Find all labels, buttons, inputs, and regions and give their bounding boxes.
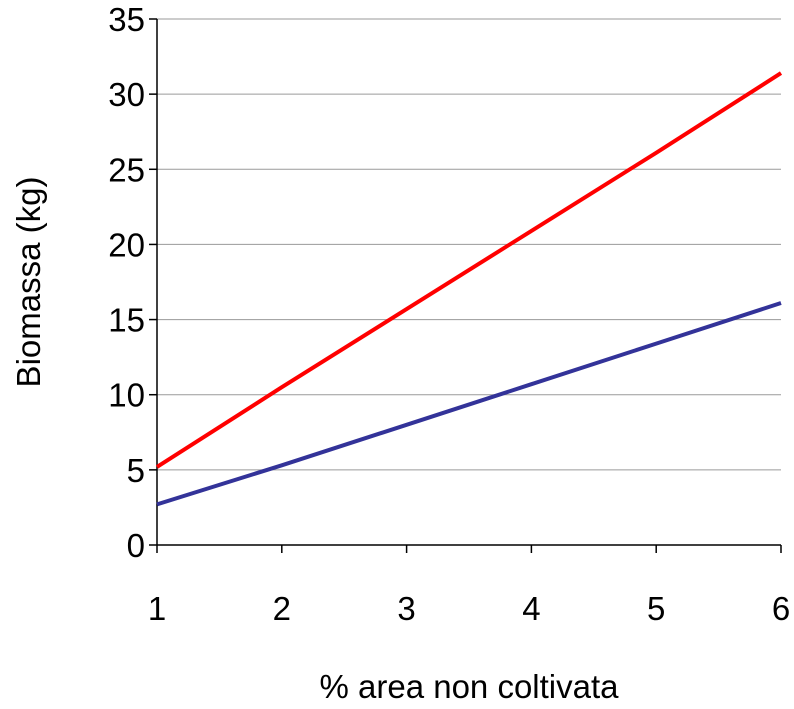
y-tick-labels: 0 5 10 15 20 25 30 35 — [108, 1, 145, 564]
y-tick-label: 0 — [127, 527, 145, 564]
axes — [149, 18, 782, 553]
x-axis-title: % area non coltivata — [319, 668, 619, 705]
x-tick-label: 4 — [522, 590, 540, 627]
series-lines — [155, 71, 783, 507]
y-tick-label: 20 — [108, 226, 145, 263]
x-tick-labels: 1 2 3 4 5 6 — [148, 590, 790, 627]
series-line-2 — [156, 301, 782, 507]
x-tick-label: 5 — [647, 590, 665, 627]
y-axis-title: Biomassa (kg) — [10, 177, 47, 388]
y-tick-label: 25 — [108, 151, 145, 188]
y-tick-label: 15 — [108, 302, 145, 339]
y-tick-label: 5 — [127, 452, 145, 489]
gridlines — [157, 18, 781, 471]
x-tick-label: 3 — [397, 590, 415, 627]
series-line-1 — [155, 71, 783, 469]
x-tick-label: 6 — [772, 590, 790, 627]
x-tick-label: 2 — [273, 590, 291, 627]
y-tick-label: 10 — [108, 377, 145, 414]
x-tick-label: 1 — [148, 590, 166, 627]
y-tick-label: 30 — [108, 76, 145, 113]
y-tick-label: 35 — [108, 1, 145, 38]
